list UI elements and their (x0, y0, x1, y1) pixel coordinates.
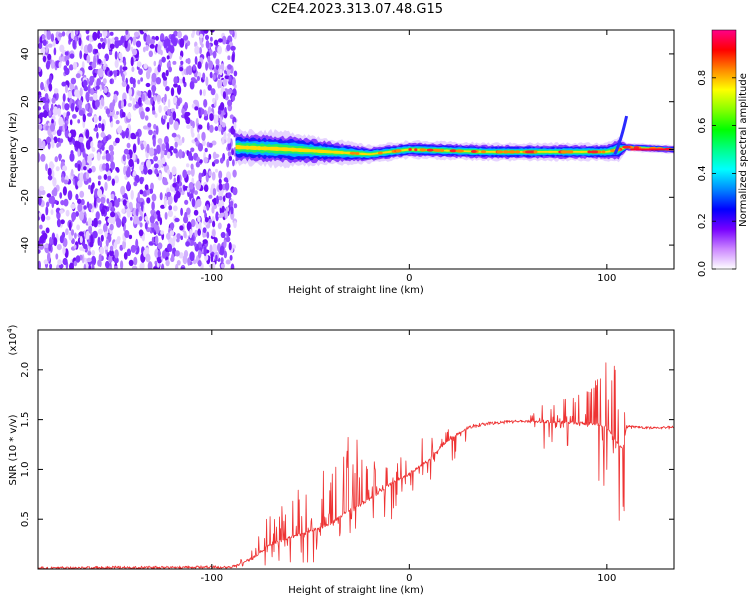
spectrogram-x-ticks: -100 0 100 (200, 30, 616, 284)
spectrogram-y-tick-label: -20 (20, 189, 31, 205)
colorbar: 0.0 0.2 0.4 0.6 0.8 Normalized spectral ampl… (697, 29, 749, 277)
spectrogram-x-tick-label: -100 (200, 273, 223, 284)
snr-x-tick-label: 100 (597, 573, 616, 584)
spectrogram-y-tick-label: -40 (20, 237, 31, 253)
snr-y-multiplier: (x104) (6, 324, 19, 355)
snr-x-tick-label: -100 (200, 573, 223, 584)
colorbar-label: Normalized spectral amplitude (738, 73, 749, 227)
colorbar-frame (711, 29, 737, 270)
snr-frame (37, 329, 675, 570)
snr-y-ticks: 0.5 1.0 1.5 2.0 (20, 362, 674, 527)
snr-y-axis-label: SNR (10 * v/v) (8, 414, 19, 485)
colorbar-tick-label: 0.0 (697, 261, 708, 277)
chart-title: C2E4.2023.313.07.48.G15 (270, 2, 444, 17)
spectrogram-heatmap (38, 30, 674, 269)
colorbar-tick-label: 0.8 (697, 70, 708, 86)
colorbar-tick-label: 0.2 (697, 213, 708, 229)
colorbar-tick-label: 0.4 (697, 165, 708, 181)
snr-y-tick-label: 1.5 (20, 412, 31, 428)
spectrogram-panel: -100 0 100 -40 -20 0 20 40 Height of straight … (8, 29, 675, 296)
snr-y-tick-label: 0.5 (20, 511, 31, 527)
snr-x-axis-label: Height of straight line (km) (288, 585, 424, 596)
snr-x-tick-label: 0 (406, 573, 412, 584)
snr-y-tick-label: 2.0 (20, 362, 31, 378)
snr-y-tick-label: 1.0 (20, 461, 31, 477)
spectrogram-y-tick-label: 20 (20, 95, 31, 108)
spectrogram-x-tick-label: 100 (597, 273, 616, 284)
colorbar-gradient (712, 30, 736, 269)
colorbar-tick-label: 0.6 (697, 118, 708, 134)
spectrogram-y-axis-label: Frequency (Hz) (8, 112, 19, 188)
spectrogram-x-axis-label: Height of straight line (km) (288, 285, 424, 296)
snr-x-ticks: -100 0 100 (200, 330, 616, 584)
snr-series-line (38, 362, 674, 569)
spectrogram-y-tick-label: 40 (20, 48, 31, 61)
snr-panel: -100 0 100 0.5 1.0 1.5 2.0 Height of straight… (6, 324, 675, 596)
spectrogram-x-tick-label: 0 (406, 273, 412, 284)
spectrogram-y-ticks: -40 -20 0 20 40 (20, 48, 674, 253)
spectrogram-y-tick-label: 0 (20, 146, 31, 152)
colorbar-ticks: 0.0 0.2 0.4 0.6 0.8 (697, 70, 736, 277)
